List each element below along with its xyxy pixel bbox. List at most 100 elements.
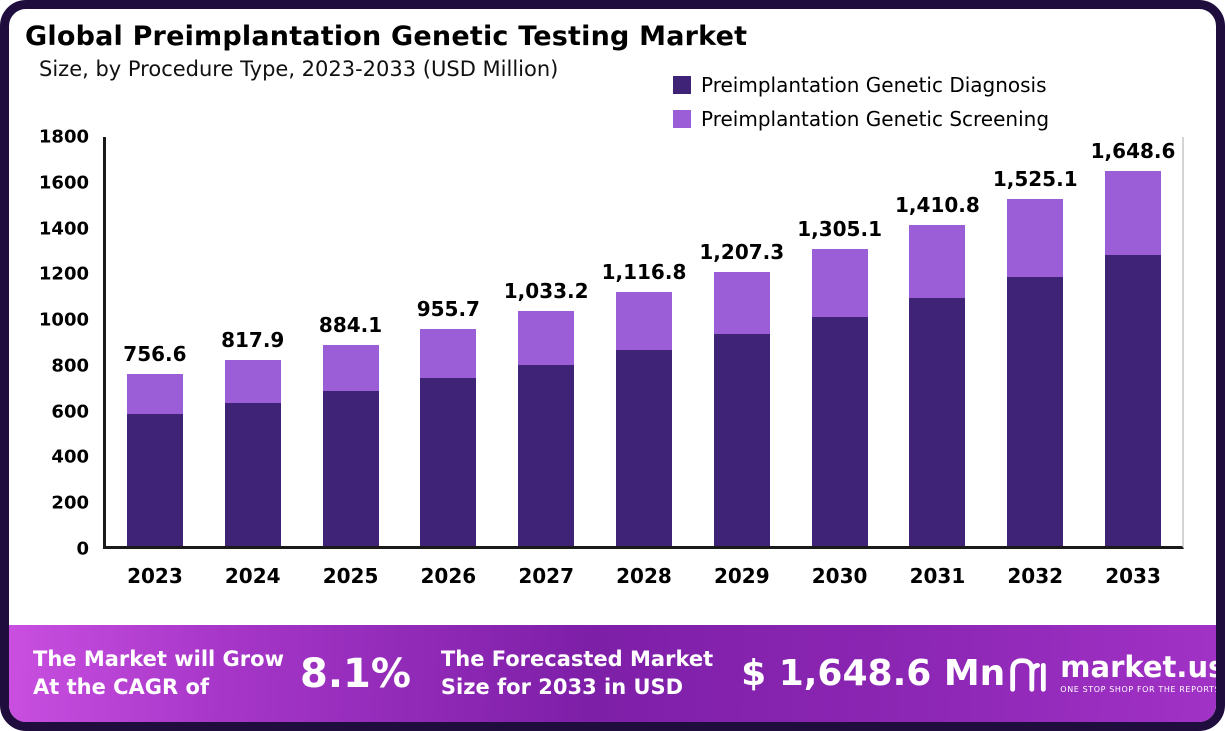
- forecast-value: $ 1,648.6 Mn: [741, 653, 1006, 694]
- bar-total-label: 1,648.6: [1090, 139, 1176, 164]
- bar-segment-diagnosis: [811, 316, 868, 546]
- forecast-caption-line2: Size for 2033 in USD: [440, 674, 684, 699]
- x-axis-label: 2032: [1007, 564, 1064, 588]
- x-axis-label: 2028: [616, 564, 672, 588]
- bar-segment-screening: [224, 360, 281, 403]
- bar-total-label: 1,305.1: [797, 217, 882, 242]
- bar-2030: [811, 249, 868, 546]
- x-axis-label: 2025: [322, 564, 379, 588]
- x-axis-label: 2026: [420, 564, 477, 588]
- bar-total-label: 1,207.3: [699, 239, 785, 264]
- y-axis-label: 800: [51, 355, 89, 377]
- legend: Preimplantation Genetic Diagnosis Preimp…: [673, 73, 1049, 131]
- plot-area: 756.6 2023 817.9 2024 884.1 2025 955.7 2026 1,03…: [103, 137, 1184, 588]
- forecast-caption-line1: The Forecasted Market: [440, 647, 714, 672]
- x-axis-label: 2023: [127, 564, 183, 588]
- cagr-caption-line2: At the CAGR of: [33, 674, 210, 699]
- bar-2028: [615, 292, 672, 546]
- y-axis-label: 1800: [38, 126, 89, 148]
- bar-column-2023: 756.6 2023: [106, 137, 204, 588]
- bar-segment-screening: [322, 345, 379, 392]
- y-axis-label: 400: [51, 446, 89, 468]
- bar-2023: [126, 374, 183, 546]
- forecast-caption: The Forecasted Market Size for 2033 in U…: [441, 646, 713, 701]
- brand-block: market.us ONE STOP SHOP FOR THE REPORTS: [1005, 650, 1225, 697]
- bar-total-label: 884.1: [318, 313, 383, 338]
- bar-segment-screening: [126, 374, 183, 414]
- bar-column-2027: 1,033.2 2027: [497, 137, 595, 588]
- bar-2033: [1105, 171, 1162, 546]
- bar-segment-screening: [615, 292, 672, 351]
- y-axis-label: 1400: [38, 218, 89, 240]
- bar-total-label: 817.9: [221, 328, 285, 353]
- bar-segment-diagnosis: [420, 378, 477, 546]
- bar-total-label: 1,116.8: [601, 260, 687, 285]
- bar-column-2028: 1,116.8 2028: [595, 137, 693, 588]
- brand-tagline: ONE STOP SHOP FOR THE REPORTS: [1060, 685, 1221, 694]
- bar-column-2033: 1,648.6 2033: [1084, 137, 1182, 588]
- bar-segment-diagnosis: [518, 364, 575, 546]
- y-axis: 0 200 400 600 800 1000 1200 1400 1600 1800: [25, 127, 99, 560]
- bar-2032: [1007, 199, 1064, 546]
- bar-2031: [909, 225, 966, 546]
- bar-column-2030: 1,305.1 2030: [791, 137, 889, 588]
- market-us-logo-icon: [1010, 657, 1047, 692]
- bar-segment-diagnosis: [909, 297, 966, 546]
- bar-segment-screening: [909, 225, 966, 298]
- bar-segment-screening: [811, 249, 868, 317]
- bar-column-2029: 1,207.3 2029: [693, 137, 791, 588]
- cagr-value: 8.1%: [299, 650, 411, 697]
- stacked-bar-chart: 0 200 400 600 800 1000 1200 1400 1600 1800 756.6 2…: [25, 127, 1184, 588]
- bar-segment-diagnosis: [224, 402, 281, 546]
- chart-subtitle: Size, by Procedure Type, 2023-2033 (USD …: [39, 57, 559, 81]
- y-axis-label: 1000: [38, 309, 89, 331]
- legend-label-screening: Preimplantation Genetic Screening: [701, 107, 1050, 131]
- brand-name: market.us: [1060, 650, 1225, 684]
- bar-2024: [224, 360, 281, 546]
- y-axis-label: 200: [51, 492, 89, 514]
- y-axis-label: 0: [76, 538, 89, 560]
- bar-segment-diagnosis: [615, 350, 672, 546]
- bar-segment-diagnosis: [1007, 277, 1064, 546]
- x-axis-label: 2031: [909, 564, 966, 588]
- bar-segment-diagnosis: [1105, 255, 1162, 546]
- bar-segment-diagnosis: [322, 391, 379, 546]
- bar-total-label: 1,033.2: [503, 279, 589, 304]
- legend-label-diagnosis: Preimplantation Genetic Diagnosis: [701, 73, 1047, 97]
- bar-column-2024: 817.9 2024: [204, 137, 302, 588]
- legend-swatch-screening: [673, 110, 691, 128]
- x-axis-label: 2029: [713, 564, 770, 588]
- bar-column-2026: 955.7 2026: [399, 137, 497, 588]
- bar-segment-screening: [420, 328, 477, 379]
- bar-segment-diagnosis: [713, 334, 770, 546]
- x-axis-label: 2030: [811, 564, 868, 588]
- bar-2029: [713, 271, 770, 546]
- y-axis-label: 1600: [38, 172, 89, 194]
- footer-banner: The Market will Grow At the CAGR of 8.1%…: [9, 625, 1216, 722]
- bar-column-2025: 884.1 2025: [302, 137, 400, 588]
- bar-segment-screening: [1105, 171, 1162, 256]
- legend-item-diagnosis: Preimplantation Genetic Diagnosis: [673, 73, 1049, 97]
- bar-segment-diagnosis: [126, 413, 183, 546]
- cagr-caption-line1: The Market will Grow: [33, 647, 284, 672]
- bar-segment-screening: [1007, 199, 1064, 278]
- bar-total-label: 955.7: [416, 296, 480, 321]
- page-title: Global Preimplantation Genetic Testing M…: [25, 21, 748, 52]
- bar-column-2031: 1,410.8 2031: [889, 137, 987, 588]
- y-axis-label: 1200: [38, 263, 89, 285]
- bar-total-label: 1,525.1: [992, 167, 1078, 192]
- x-axis-label: 2033: [1105, 564, 1161, 588]
- bar-column-2032: 1,525.1 2032: [986, 137, 1084, 588]
- y-axis-label: 600: [51, 401, 89, 423]
- bar-2025: [322, 345, 379, 546]
- bar-2027: [518, 311, 575, 546]
- x-axis-label: 2024: [224, 564, 281, 588]
- x-axis-label: 2027: [518, 564, 574, 588]
- cagr-caption: The Market will Grow At the CAGR of: [33, 646, 284, 701]
- legend-swatch-diagnosis: [673, 76, 691, 94]
- bar-2026: [420, 328, 477, 546]
- legend-item-screening: Preimplantation Genetic Screening: [673, 107, 1049, 131]
- bar-segment-screening: [518, 311, 575, 365]
- bar-total-label: 756.6: [123, 342, 187, 367]
